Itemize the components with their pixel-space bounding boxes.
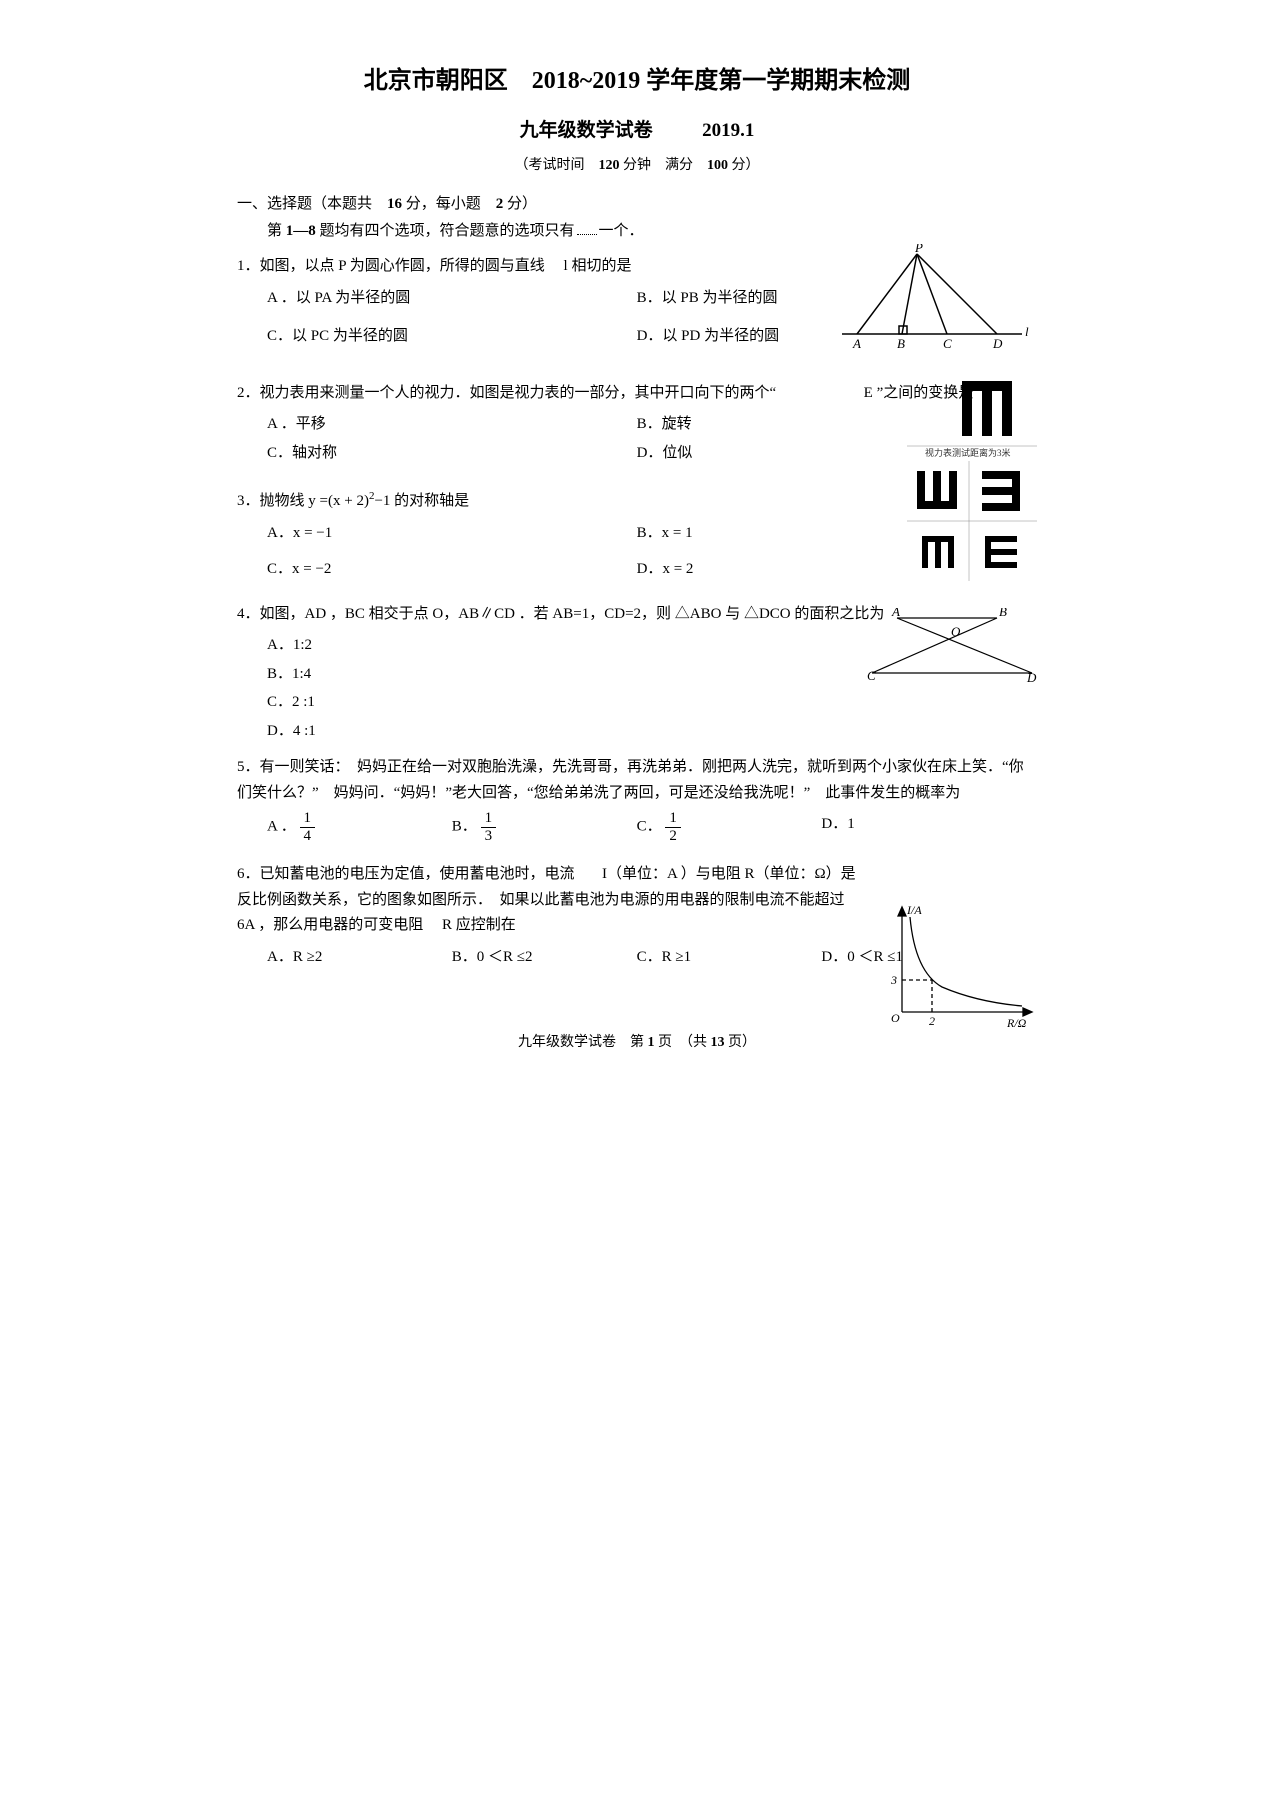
- exam-meta: （考试时间 120 分钟 满分 100 分）: [237, 154, 1037, 174]
- q6-O: O: [891, 1011, 900, 1025]
- q4-stem: 4．如图，AD ，BC 相交于点 O，AB∥CD ．若 AB=1，CD=2，则 …: [237, 606, 884, 622]
- q3-formula-plus: + 2): [344, 493, 369, 509]
- subtitle-left: 九年级数学试卷: [520, 120, 653, 141]
- meta-post: 分）: [728, 158, 760, 173]
- q2-opt-c: C．轴对称: [267, 439, 637, 468]
- sec-head-post: 分）: [503, 196, 537, 212]
- blank-dots: [575, 223, 599, 239]
- meta-mid: 分钟 满分: [620, 158, 708, 173]
- q6-stem-l3-pre: 6A ，那么用电器的可变电阻: [237, 917, 438, 933]
- footer-post: 页）: [725, 1035, 757, 1050]
- question-1: 1．如图，以点 P 为圆心作圆，所得的圆与直线 l 相切的是 P A B C D: [237, 254, 1037, 280]
- q4-opt-d: D．4 :1: [267, 717, 1037, 746]
- q1-figure: P A B C D l: [837, 244, 1037, 364]
- footer-pre: 九年级数学试卷 第: [518, 1035, 648, 1050]
- q3-stem-pre: 3．抛物线: [237, 493, 308, 509]
- sec-sub-pre: 第: [267, 223, 286, 239]
- page-title: 北京市朝阳区 2018~2019 学年度第一学期期末检测: [237, 60, 1037, 95]
- q4-lbl-C: C: [867, 668, 876, 683]
- q4-lbl-B: B: [999, 608, 1007, 619]
- q3-opt-c: C．x = −2: [267, 555, 637, 584]
- q6-stem-l1: 6．已知蓄电池的电压为定值，使用蓄电池时，电流: [237, 866, 575, 882]
- title-years: 2018~2019: [532, 68, 640, 94]
- q3-formula-tail: −1: [374, 493, 390, 509]
- q4-lbl-O: O: [951, 624, 961, 639]
- q5-stem: 5．有一则笑话： 妈妈正在给一对双胞胎洗澡，先洗哥哥，再洗弟弟．刚把两人洗完，就…: [237, 759, 1024, 801]
- q4-lbl-D: D: [1026, 670, 1037, 685]
- title-post: 学年度第一学期期末检测: [640, 68, 910, 94]
- subtitle-right: 2019.1: [702, 120, 754, 141]
- q6-opt-a: A．R ≥2: [267, 943, 452, 972]
- q6-ylabel: I/A: [906, 903, 922, 917]
- q1-svg: P A B C D l: [837, 244, 1037, 354]
- page-subtitle: 九年级数学试卷 2019.1: [237, 115, 1037, 142]
- q1-lbl-A: A: [852, 336, 861, 351]
- question-3: 3．抛物线 y =(x + 2)2−1 的对称轴是: [237, 487, 1037, 515]
- footer-total: 13: [711, 1035, 725, 1050]
- exam-page: 北京市朝阳区 2018~2019 学年度第一学期期末检测 九年级数学试卷 201…: [197, 0, 1077, 1091]
- q6-figure: I/A R/Ω 3 2 O: [877, 902, 1037, 1042]
- sec-head-pre: 一、选择题（本题共: [237, 196, 387, 212]
- q6-opt-b: B．0 ＜R ≤2: [452, 943, 637, 972]
- q1-lbl-l: l: [1025, 324, 1029, 339]
- q2-stem-E: E: [864, 385, 873, 401]
- q3-opt-a: A．x = −1: [267, 519, 637, 548]
- q1-opt-c: C．以 PC 为半径的圆: [267, 322, 637, 351]
- q5-opt-c: C． 12: [637, 810, 822, 844]
- q3-stem-post: 的对称轴是: [394, 493, 469, 509]
- sec-sub-post: 题均有四个选项，符合题意的选项只有: [316, 223, 575, 239]
- sec-head-pts: 16: [387, 196, 402, 212]
- q3-formula-y: y =(x: [308, 493, 340, 509]
- q4-figure: A B C D O: [867, 608, 1037, 698]
- sec-sub-range: 1—8: [286, 223, 316, 239]
- title-pre: 北京市朝阳区: [364, 68, 532, 94]
- section-1-sub: 第 1—8 题均有四个选项，符合题意的选项只有 一个．: [267, 219, 1037, 240]
- q6-stem-l3-post: R 应控制在: [442, 917, 516, 933]
- meta-time: 120: [599, 158, 620, 173]
- sec-sub-tail: 一个．: [599, 223, 644, 239]
- q2-opt-a: A ．平移: [267, 410, 637, 439]
- question-4: 4．如图，AD ，BC 相交于点 O，AB∥CD ．若 AB=1，CD=2，则 …: [237, 602, 1037, 628]
- question-2: 2．视力表用来测量一个人的视力．如图是视力表的一部分，其中开口向下的两个“ E …: [237, 381, 1037, 407]
- meta-full: 100: [707, 158, 728, 173]
- q1-lbl-B: B: [897, 336, 905, 351]
- sec-head-mid: 分，每小题: [402, 196, 496, 212]
- q5-opt-d: D．1: [821, 810, 1006, 844]
- q1-lbl-P: P: [914, 244, 923, 255]
- q1-lbl-D: D: [992, 336, 1003, 351]
- q2-fig-note: 视力表测试距离为3米: [925, 447, 1011, 458]
- q6-svg: I/A R/Ω 3 2 O: [877, 902, 1037, 1032]
- q4-lbl-A: A: [891, 608, 900, 619]
- q5-opt-a: A ． 14: [267, 810, 452, 844]
- section-1-head: 一、选择题（本题共 16 分，每小题 2 分）: [237, 192, 1037, 213]
- q6-stem-I: I（单位：A ）与电阻 R（单位：Ω）是: [602, 866, 856, 882]
- q1-opt-a: A ．以 PA 为半径的圆: [267, 284, 637, 313]
- q5-opt-b: B． 13: [452, 810, 637, 844]
- q2-svg: 视力表测试距离为3米: [907, 381, 1037, 591]
- question-6: 6．已知蓄电池的电压为定值，使用蓄电池时，电流 I（单位：A ）与电阻 R（单位…: [237, 862, 1037, 939]
- q1-stem-pre: 1．如图，以点 P 为圆心作圆，所得的圆与直线: [237, 258, 560, 274]
- q1-stem-l: l 相切的是: [564, 258, 632, 274]
- footer-mid: 页 （共: [655, 1035, 711, 1050]
- q6-xtick: 2: [929, 1014, 935, 1028]
- question-5: 5．有一则笑话： 妈妈正在给一对双胞胎洗澡，先洗哥哥，再洗弟弟．刚把两人洗完，就…: [237, 755, 1037, 806]
- q4-svg: A B C D O: [867, 608, 1037, 688]
- q6-xlabel: R/Ω: [1006, 1016, 1027, 1030]
- q6-ytick: 3: [890, 973, 897, 987]
- footer-pg: 1: [648, 1035, 655, 1050]
- q6-stem-l2: 反比例函数关系，它的图象如图所示． 如果以此蓄电池为电源的用电器的限制电流不能超…: [237, 892, 845, 908]
- meta-pre: （考试时间: [515, 158, 599, 173]
- q2-stem-pre: 2．视力表用来测量一个人的视力．如图是视力表的一部分，其中开口向下的两个“: [237, 385, 776, 401]
- q1-lbl-C: C: [943, 336, 952, 351]
- q5-options: A ． 14 B． 13 C． 12 D．1: [267, 810, 1037, 844]
- q6-opt-c: C．R ≥1: [637, 943, 822, 972]
